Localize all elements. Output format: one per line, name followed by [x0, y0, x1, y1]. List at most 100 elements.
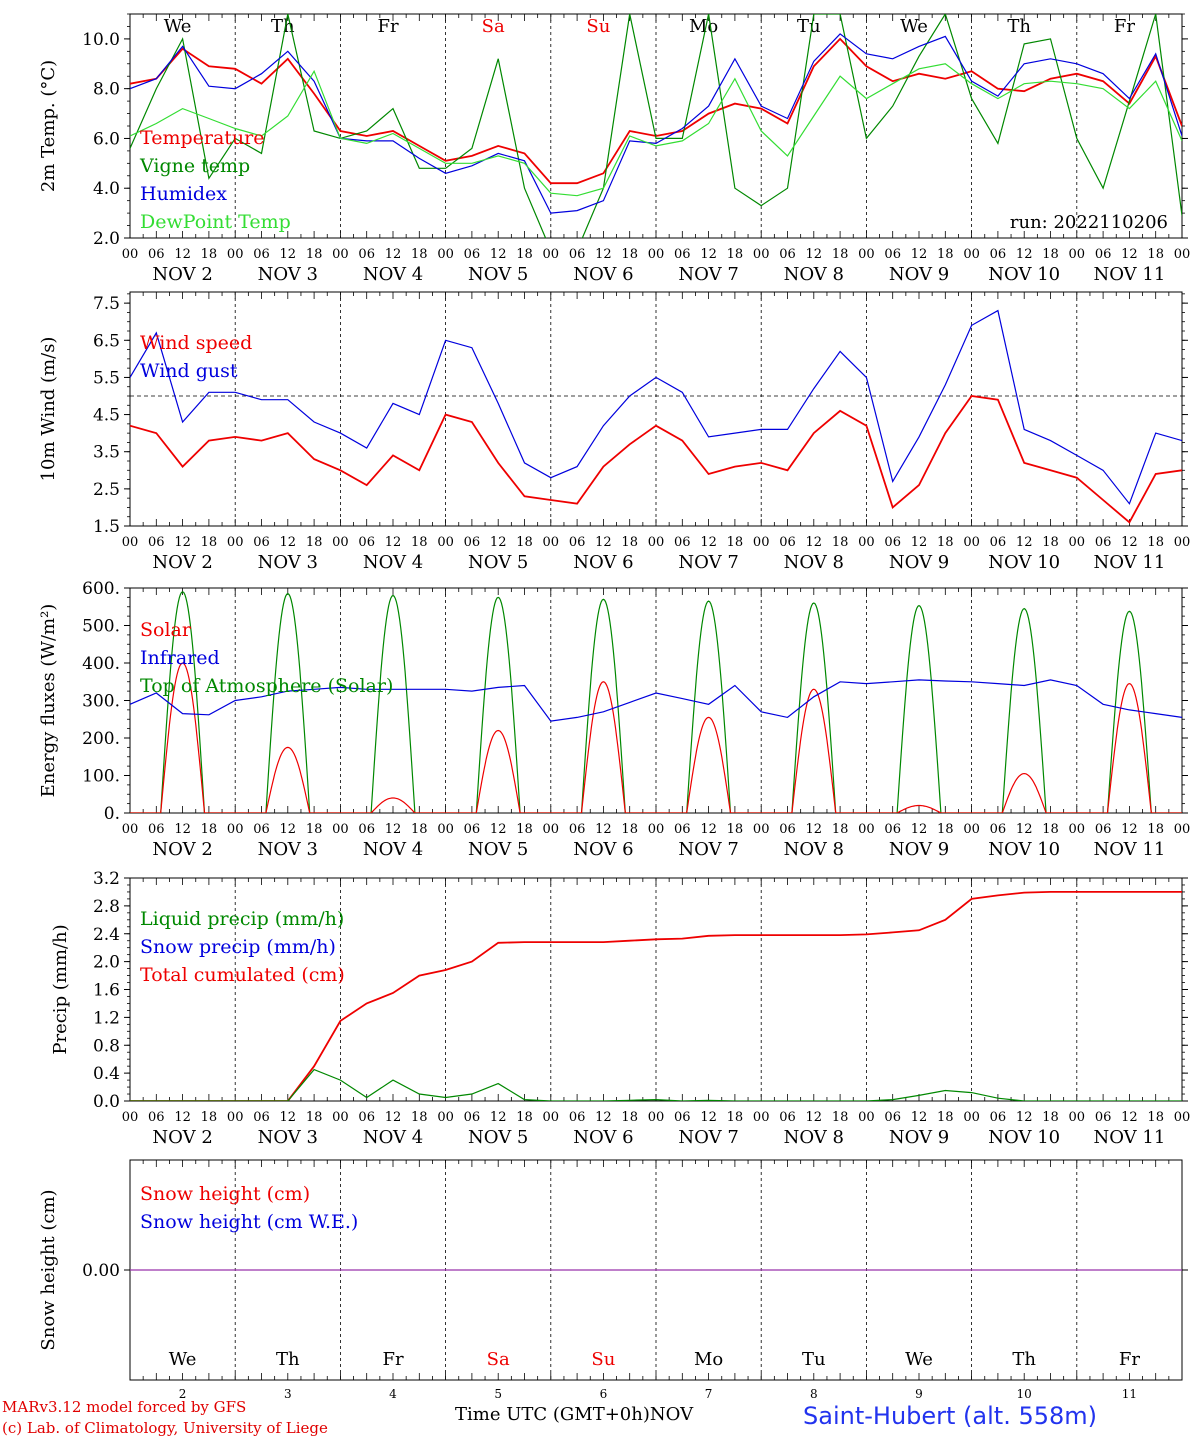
x-date-label: NOV 7 [678, 1127, 738, 1148]
x-hour-label: 06 [884, 535, 901, 550]
x-hour-label: 06 [1095, 535, 1112, 550]
x-hour-label: 00 [227, 822, 244, 837]
x-hour-label: 00 [858, 822, 875, 837]
x-hour-label: 00 [332, 1110, 349, 1125]
x-hour-label: 18 [832, 1110, 849, 1125]
series-group [130, 14, 1182, 238]
x-hour-label: 12 [700, 247, 717, 262]
x-hour-label: 00 [437, 247, 454, 262]
x-hour-label: 12 [700, 1110, 717, 1125]
y-axis-title: Precip (mm/h) [50, 924, 71, 1054]
day-number-label: 6 [600, 1387, 608, 1401]
x-hour-label: 06 [674, 822, 691, 837]
x-hour-label: 00 [1174, 247, 1191, 262]
x-hour-label: 18 [727, 822, 744, 837]
x-hour-label: 00 [648, 247, 665, 262]
x-date-label: NOV 9 [889, 264, 949, 285]
y-tick-label: 4.0 [93, 179, 120, 199]
x-hour-label: 06 [148, 1110, 165, 1125]
x-hour-label: 18 [832, 247, 849, 262]
weekday-label: Mo [689, 16, 718, 37]
x-date-label: NOV 9 [889, 839, 949, 860]
x-hour-label: 18 [201, 535, 218, 550]
weekday-label: Su [591, 1349, 615, 1370]
y-tick-label: 0.0 [93, 1092, 120, 1112]
x-hour-label: 00 [858, 535, 875, 550]
weekday-label: We [905, 1349, 933, 1370]
x-date-label: NOV 8 [784, 264, 844, 285]
day-number-label: 11 [1122, 1387, 1137, 1401]
y-tick-label: 1.6 [93, 981, 120, 1001]
series-infrared [130, 679, 1182, 722]
x-hour-label: 12 [1016, 1110, 1033, 1125]
legend-entry: Snow height (cm) [140, 1183, 310, 1205]
x-hour-label: 06 [884, 247, 901, 262]
y-tick-label: 1.2 [93, 1008, 120, 1028]
x-hour-label: 06 [779, 822, 796, 837]
x-hour-label: 12 [280, 535, 297, 550]
x-date-label: NOV 6 [573, 264, 633, 285]
y-tick-label: 3.2 [93, 869, 120, 889]
y-tick-label: 200. [82, 729, 120, 749]
x-date-label: NOV 6 [573, 839, 633, 860]
x-date-label: NOV 10 [988, 264, 1060, 285]
x-hour-label: 18 [727, 1110, 744, 1125]
x-hour-label: 00 [122, 1110, 139, 1125]
x-hour-label: 12 [490, 1110, 507, 1125]
y-tick-label: 0.4 [93, 1064, 120, 1084]
panel-5: 0.00 Snow height (cm) We Th Fr Sa Su Mo Tu We Th Fr… [38, 1159, 1188, 1401]
x-date-label: NOV 3 [258, 839, 318, 860]
x-hour-label: 06 [464, 1110, 481, 1125]
y-tick-label: 600. [82, 579, 120, 599]
x-hour-label: 12 [911, 1110, 928, 1125]
x-hour-label: 18 [937, 822, 954, 837]
x-date-label: NOV 5 [468, 839, 528, 860]
x-hour-label: 06 [779, 1110, 796, 1125]
x-hour-label: 00 [1069, 535, 1086, 550]
y-tick-label: 1.5 [93, 517, 120, 537]
x-date-label: NOV 4 [363, 264, 423, 285]
x-hour-label: 06 [358, 822, 375, 837]
x-hour-label: 00 [1069, 1110, 1086, 1125]
x-hour-label: 12 [490, 535, 507, 550]
x-hour-label: 18 [306, 247, 323, 262]
x-hour-label: 00 [963, 535, 980, 550]
x-hour-label: 18 [516, 1110, 533, 1125]
weekday-label: We [169, 1349, 197, 1370]
x-hour-label: 12 [1121, 822, 1138, 837]
y-tick-label: 5.5 [93, 368, 120, 388]
x-hour-label: 18 [621, 1110, 638, 1125]
weekday-label: Th [276, 1349, 300, 1370]
x-hour-label: 12 [280, 1110, 297, 1125]
x-hour-label: 06 [884, 822, 901, 837]
x-hour-label: 00 [753, 247, 770, 262]
x-hour-label: 06 [464, 822, 481, 837]
day-number-label: 10 [1017, 1387, 1032, 1401]
x-hour-label: 18 [306, 1110, 323, 1125]
x-hour-label: 18 [1042, 535, 1059, 550]
legend-entry: Solar [140, 619, 192, 641]
run-label: run: 2022110206 [1010, 212, 1168, 233]
weekday-label: Fr [1114, 16, 1135, 37]
x-hour-label: 00 [122, 247, 139, 262]
x-hour-label: 06 [253, 1110, 270, 1125]
legend-entry: DewPoint Temp [140, 211, 291, 233]
x-hour-label: 12 [280, 822, 297, 837]
x-hour-label: 00 [332, 247, 349, 262]
x-date-label: NOV 3 [258, 1127, 318, 1148]
x-hour-label: 06 [990, 247, 1007, 262]
x-hour-label: 12 [595, 822, 612, 837]
y-axis-title: Snow height (cm) [38, 1189, 59, 1350]
y-tick-label: 2.4 [93, 925, 120, 945]
x-hour-label: 00 [963, 822, 980, 837]
x-date-label: NOV 8 [784, 1127, 844, 1148]
month-label: NOV [649, 1404, 694, 1425]
station-label: Saint-Hubert (alt. 558m) [803, 1402, 1098, 1430]
y-tick-label: 8.0 [93, 80, 120, 100]
x-hour-label: 00 [1174, 1110, 1191, 1125]
x-hour-label: 00 [437, 535, 454, 550]
y-tick-label: 100. [82, 767, 120, 787]
day-number-label: 7 [705, 1387, 713, 1401]
x-hour-label: 12 [1121, 535, 1138, 550]
panel-1: 2.0 4.0 6.0 8.0 10.0 2m Temp. (°C) 00 06 12 18 NOV… [38, 13, 1191, 285]
